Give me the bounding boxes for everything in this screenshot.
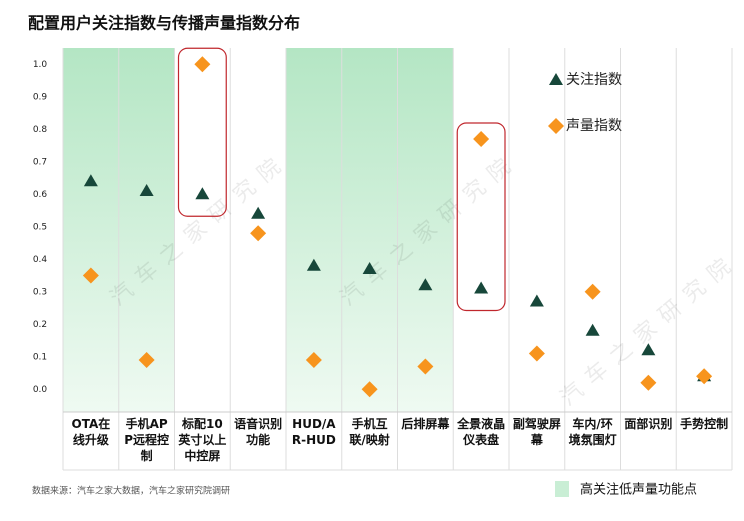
y-tick-label: 0.6 xyxy=(33,190,48,200)
diamond-marker xyxy=(548,118,564,134)
x-tick-label: 车内/环境氛围灯 xyxy=(568,417,617,447)
x-tick-label: 副驾驶屏幕 xyxy=(512,417,561,447)
diamond-marker xyxy=(305,352,322,368)
x-tick-label: 后排屏幕 xyxy=(401,417,450,431)
triangle-marker xyxy=(529,294,544,307)
triangle-marker xyxy=(362,262,377,274)
triangle-marker xyxy=(585,323,600,336)
diamond-marker xyxy=(528,345,545,362)
diamond-marker xyxy=(138,352,155,368)
triangle-marker xyxy=(641,343,656,356)
triangle-marker xyxy=(195,187,210,200)
triangle-marker xyxy=(139,184,154,196)
y-tick-label: 0.8 xyxy=(33,125,48,135)
diamond-marker xyxy=(473,131,490,147)
diamond-marker xyxy=(361,381,378,398)
x-tick-label: 全景液晶仪表盘 xyxy=(457,417,506,447)
y-tick-label: 0.0 xyxy=(33,385,48,395)
diamond-marker xyxy=(417,358,434,375)
x-tick-label: 手机APP远程控制 xyxy=(124,417,170,463)
x-tick-label: OTA在线升级 xyxy=(71,417,111,447)
highlight-box xyxy=(456,122,506,312)
diamond-marker xyxy=(696,368,713,385)
triangle-marker xyxy=(418,278,433,291)
legend-label: 关注指数 xyxy=(566,72,622,88)
diamond-marker xyxy=(584,283,601,300)
x-tick-label: HUD/AR-HUD xyxy=(291,417,336,447)
diamond-marker xyxy=(640,374,657,391)
shaded-column xyxy=(341,48,398,412)
diamond-marker xyxy=(194,56,211,73)
chart-title: 配置用户关注指数与传播声量指数分布 xyxy=(28,14,300,33)
shaded-legend-label: 高关注低声量功能点 xyxy=(580,482,697,498)
y-tick-label: 0.4 xyxy=(33,255,48,265)
y-tick-label: 1.0 xyxy=(33,60,48,70)
triangle-marker xyxy=(549,73,563,85)
shaded-column xyxy=(397,48,454,412)
highlight-box xyxy=(177,47,227,217)
shaded-legend-swatch xyxy=(555,481,569,497)
y-tick-label: 0.3 xyxy=(33,287,47,297)
y-tick-label: 0.2 xyxy=(33,320,47,330)
y-tick-label: 0.1 xyxy=(33,352,47,362)
x-tick-label: 手机互联/映射 xyxy=(349,417,390,447)
legend-label: 声量指数 xyxy=(566,118,622,134)
x-tick-label: 标配10英寸以上中控屏 xyxy=(178,417,227,463)
x-tick-label: 手势控制 xyxy=(680,417,729,431)
x-tick-label: 面部识别 xyxy=(624,417,673,431)
x-tick-label: 语音识别功能 xyxy=(234,417,283,447)
shaded-column xyxy=(63,48,119,412)
shaded-column xyxy=(286,48,342,412)
y-tick-label: 0.5 xyxy=(33,222,47,232)
triangle-marker xyxy=(83,174,98,187)
triangle-marker xyxy=(251,206,266,219)
y-tick-label: 0.9 xyxy=(33,92,48,102)
source-note: 数据来源：汽车之家大数据，汽车之家研究院调研 xyxy=(32,485,230,497)
diamond-marker xyxy=(82,267,99,284)
shaded-column xyxy=(118,48,175,412)
triangle-marker xyxy=(306,258,321,271)
y-tick-label: 0.7 xyxy=(33,157,47,167)
triangle-marker xyxy=(474,281,489,294)
diamond-marker xyxy=(250,225,267,242)
